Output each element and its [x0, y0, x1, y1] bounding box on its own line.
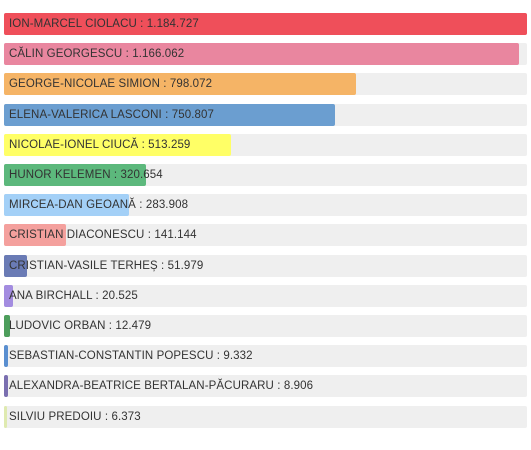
bar	[4, 104, 336, 126]
bar	[4, 255, 27, 277]
bar-label: LUDOVIC ORBAN : 12.479	[9, 320, 152, 332]
bar-row: ALEXANDRA-BEATRICE BERTALAN-PĂCURARU : 8…	[4, 375, 527, 397]
bar	[4, 194, 130, 216]
bar-row: SILVIU PREDOIU : 6.373	[4, 406, 527, 428]
bar	[4, 164, 146, 186]
bar-row: CRISTIAN DIACONESCU : 141.144	[4, 224, 527, 246]
bar-row: LUDOVIC ORBAN : 12.479	[4, 315, 527, 337]
bar	[4, 43, 519, 65]
bar-row: ION-MARCEL CIOLACU : 1.184.727	[4, 13, 527, 35]
bar-label: ELENA-VALERICA LASCONI : 750.807	[9, 109, 214, 121]
bar-track	[4, 375, 527, 397]
bar	[4, 73, 357, 95]
bar-row: CRISTIAN-VASILE TERHEȘ : 51.979	[4, 255, 527, 277]
bar	[4, 224, 67, 246]
bar-track	[4, 255, 527, 277]
bar-row: MIRCEA-DAN GEOANĂ : 283.908	[4, 194, 527, 216]
bar	[4, 134, 231, 156]
bar-label: NICOLAE-IONEL CIUCĂ : 513.259	[9, 139, 191, 151]
bar-row: HUNOR KELEMEN : 320.654	[4, 164, 527, 186]
bar-row: NICOLAE-IONEL CIUCĂ : 513.259	[4, 134, 527, 156]
bar-row: GEORGE-NICOLAE SIMION : 798.072	[4, 73, 527, 95]
bar-label: CĂLIN GEORGESCU : 1.166.062	[9, 48, 185, 60]
bar-track	[4, 194, 527, 216]
bar-track	[4, 315, 527, 337]
bar-label: CRISTIAN DIACONESCU : 141.144	[9, 229, 197, 241]
bar	[4, 315, 10, 337]
bar-track	[4, 345, 527, 367]
bar-label: ALEXANDRA-BEATRICE BERTALAN-PĂCURARU : 8…	[9, 380, 314, 392]
bar-track	[4, 406, 527, 428]
bar-row: ELENA-VALERICA LASCONI : 750.807	[4, 104, 527, 126]
bar-label: GEORGE-NICOLAE SIMION : 798.072	[9, 78, 213, 90]
bar-row: SEBASTIAN-CONSTANTIN POPESCU : 9.332	[4, 345, 527, 367]
bar-row: CĂLIN GEORGESCU : 1.166.062	[4, 43, 527, 65]
bar-track	[4, 285, 527, 307]
bar-label: MIRCEA-DAN GEOANĂ : 283.908	[9, 199, 189, 211]
bar	[4, 345, 9, 367]
bar	[4, 375, 8, 397]
bar-label: SEBASTIAN-CONSTANTIN POPESCU : 9.332	[9, 350, 253, 362]
bar-track	[4, 224, 527, 246]
bar-label: HUNOR KELEMEN : 320.654	[9, 169, 163, 181]
bar-label: ION-MARCEL CIOLACU : 1.184.727	[9, 18, 199, 30]
bar-label: SILVIU PREDOIU : 6.373	[9, 411, 141, 423]
bar-label: CRISTIAN-VASILE TERHEȘ : 51.979	[9, 260, 204, 272]
bar	[4, 406, 7, 428]
bar	[4, 13, 527, 35]
bar-row: ANA BIRCHALL : 20.525	[4, 285, 527, 307]
bar	[4, 285, 14, 307]
bar-label: ANA BIRCHALL : 20.525	[9, 290, 138, 302]
